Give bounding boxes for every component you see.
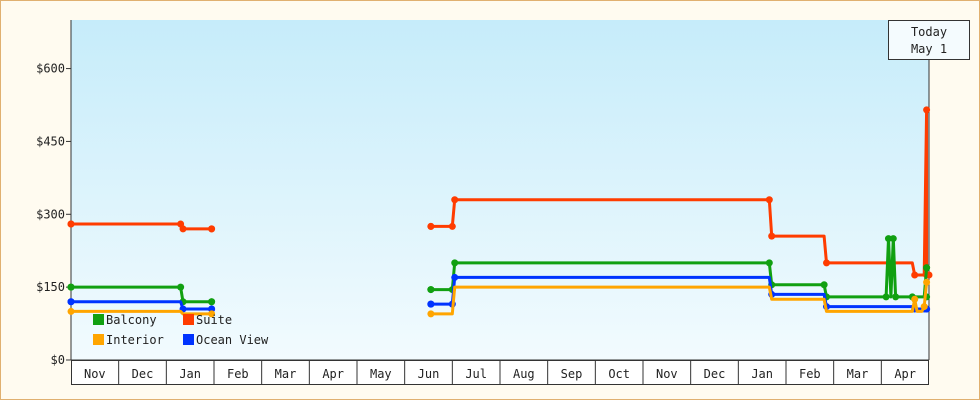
x-tick-label: Nov [84,367,106,381]
x-tick-label: Jun [418,367,440,381]
x-tick-label: Mar [847,367,869,381]
legend: Balcony Suite Interior Ocean View [93,313,269,347]
x-tick-label: Mar [275,367,297,381]
series-layer [67,106,933,318]
x-tick-label: Jul [465,367,487,381]
data-point [911,295,919,303]
legend-label: Balcony [106,313,157,327]
data-point [823,259,831,267]
data-point [451,259,459,267]
data-point [67,307,75,315]
data-point [208,298,216,306]
x-axis: Nov Dec Jan Feb Mar Apr May Jun Jul Aug Sep Oct Nov D… [71,20,930,385]
y-tick-label: $300 [36,207,65,221]
data-point [427,300,435,308]
data-point [923,278,931,286]
legend-swatch [93,314,104,325]
x-tick-label: Sep [561,367,583,381]
x-tick-label: Jan [751,367,773,381]
data-point [923,264,931,272]
data-point [451,196,459,204]
x-tick-label: Apr [894,367,916,381]
data-point [920,303,928,311]
data-point [448,222,456,230]
data-point [882,293,890,301]
data-point [451,273,459,281]
data-point [911,271,919,279]
data-point [208,305,216,313]
y-axis: $0 $150 $300 $450 $600 [36,20,72,367]
today-label: Today [910,25,948,39]
legend-swatch [93,334,104,345]
y-tick-label: $600 [36,62,65,76]
data-point [208,225,216,233]
legend-label: Suite [196,313,232,327]
data-point [923,106,931,114]
legend-label: Interior [106,333,164,347]
data-point [820,281,828,289]
x-tick-label: Jan [179,367,201,381]
series-interior [67,278,931,318]
x-tick-label: Oct [608,367,630,381]
data-point [427,222,435,230]
data-point [427,310,435,318]
series-suite [67,106,933,279]
x-tick-label: Nov [656,367,678,381]
x-tick-label: Feb [799,367,821,381]
series-line [71,309,212,316]
data-point [177,283,185,291]
data-point [765,259,773,267]
data-point [427,286,435,294]
today-date: May 1 [910,42,948,56]
series-line [430,282,929,316]
x-tick-label: Dec [132,367,154,381]
legend-swatch [183,334,194,345]
data-point [179,225,187,233]
data-point [67,298,75,306]
x-tick-label: Feb [227,367,249,381]
y-tick-label: $0 [51,353,65,367]
data-point [892,293,900,301]
series-line [430,108,929,277]
data-point [765,196,773,204]
data-point [67,283,75,291]
data-point [768,232,776,240]
data-point [208,310,216,318]
legend-label: Ocean View [196,333,269,347]
y-tick-label: $450 [36,134,65,148]
x-tick-label: Dec [704,367,726,381]
data-point [67,220,75,228]
legend-swatch [183,314,194,325]
x-tick-label: May [370,367,392,381]
x-tick-label: Apr [322,367,344,381]
y-tick-label: $150 [36,280,65,294]
x-tick-label: Aug [513,367,535,381]
series-line [71,285,212,304]
today-marker-box: Today May 1 [888,20,970,60]
series-line [71,300,212,311]
data-point [889,235,897,243]
